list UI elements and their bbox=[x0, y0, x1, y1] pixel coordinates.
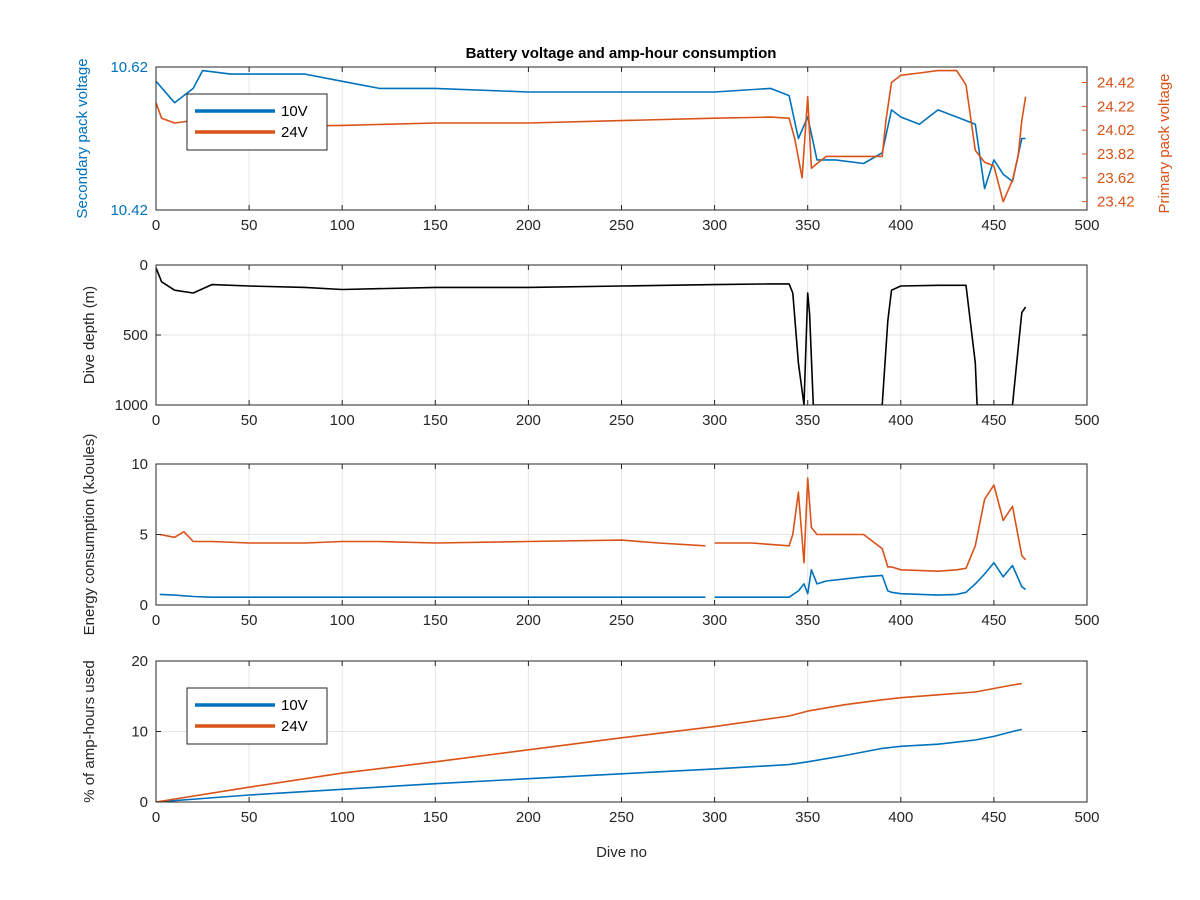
series-line-24v bbox=[156, 682, 1022, 802]
series-line-10v bbox=[156, 728, 1022, 802]
legend-label-10v: 10V bbox=[281, 103, 308, 120]
x-tick-label: 350 bbox=[795, 809, 820, 826]
x-tick-label: 350 bbox=[795, 412, 820, 429]
x-tick-label: 300 bbox=[702, 809, 727, 826]
y-tick-label: 20 bbox=[131, 653, 148, 670]
y-tick-label: 1000 bbox=[115, 397, 148, 414]
x-tick-label: 250 bbox=[609, 217, 634, 234]
x-tick-label: 250 bbox=[609, 809, 634, 826]
x-tick-label: 0 bbox=[152, 809, 160, 826]
legend-label-24v: 24V bbox=[281, 718, 308, 735]
series-line-depth bbox=[156, 267, 1027, 405]
x-tick-label: 500 bbox=[1074, 412, 1099, 429]
x-tick-label: 450 bbox=[981, 412, 1006, 429]
y-tick-label: 0 bbox=[140, 257, 148, 274]
legend-label-24v: 24V bbox=[281, 124, 308, 141]
x-tick-label: 200 bbox=[516, 412, 541, 429]
x-tick-label: 50 bbox=[241, 612, 258, 629]
x-tick-label: 0 bbox=[152, 217, 160, 234]
y-axis-label: Energy consumption (kJoules) bbox=[81, 434, 98, 636]
x-tick-label: 500 bbox=[1074, 809, 1099, 826]
x-tick-label: 300 bbox=[702, 217, 727, 234]
x-tick-label: 100 bbox=[330, 217, 355, 234]
x-axis-label: Dive no bbox=[596, 844, 647, 861]
y-tick-label: 0 bbox=[140, 597, 148, 614]
series-group bbox=[156, 682, 1022, 802]
x-tick-label: 50 bbox=[241, 412, 258, 429]
legend-box bbox=[186, 687, 328, 745]
x-tick-label: 100 bbox=[330, 809, 355, 826]
y-right-tick-label: 24.22 bbox=[1097, 98, 1135, 115]
x-tick-label: 250 bbox=[609, 412, 634, 429]
y-tick-label: 10 bbox=[131, 456, 148, 473]
x-tick-label: 400 bbox=[888, 809, 913, 826]
x-tick-label: 150 bbox=[423, 809, 448, 826]
y-axis-label: Secondary pack voltage bbox=[74, 58, 91, 218]
y-axis-label: Dive depth (m) bbox=[81, 286, 98, 384]
y-right-tick-label: 24.02 bbox=[1097, 122, 1135, 139]
x-tick-label: 350 bbox=[795, 217, 820, 234]
y-right-tick-label: 23.82 bbox=[1097, 146, 1135, 163]
chart-title: Battery voltage and amp-hour consumption bbox=[466, 45, 777, 62]
legend-box bbox=[186, 93, 328, 151]
x-tick-label: 300 bbox=[702, 612, 727, 629]
panel-1: 0 50 100 150 200 250 300 350 400 450 500 10.42 10.62… bbox=[74, 58, 1173, 234]
legend-label-10v: 10V bbox=[281, 697, 308, 714]
series-group bbox=[159, 477, 1027, 598]
x-tick-label: 200 bbox=[516, 612, 541, 629]
y-right-tick-label: 23.42 bbox=[1097, 194, 1135, 211]
x-tick-label: 250 bbox=[609, 612, 634, 629]
x-tick-label: 400 bbox=[888, 612, 913, 629]
x-tick-label: 450 bbox=[981, 217, 1006, 234]
x-tick-label: 450 bbox=[981, 809, 1006, 826]
x-tick-label: 50 bbox=[241, 809, 258, 826]
y-tick-label: 10.62 bbox=[110, 59, 148, 76]
series-group bbox=[156, 69, 1027, 203]
x-tick-label: 300 bbox=[702, 412, 727, 429]
x-tick-label: 150 bbox=[423, 412, 448, 429]
x-tick-label: 200 bbox=[516, 809, 541, 826]
x-tick-label: 350 bbox=[795, 612, 820, 629]
y-tick-label: 10 bbox=[131, 724, 148, 741]
y-tick-label: 5 bbox=[140, 527, 148, 544]
series-line-10v bbox=[156, 69, 1026, 190]
y-tick-label: 0 bbox=[140, 794, 148, 811]
series-line-24v bbox=[159, 477, 1027, 572]
x-tick-label: 500 bbox=[1074, 612, 1099, 629]
series-group bbox=[156, 267, 1027, 405]
y-tick-label: 10.42 bbox=[110, 202, 148, 219]
y-tick-label: 500 bbox=[123, 327, 148, 344]
x-tick-label: 150 bbox=[423, 612, 448, 629]
x-tick-label: 400 bbox=[888, 412, 913, 429]
x-tick-label: 0 bbox=[152, 412, 160, 429]
x-tick-label: 500 bbox=[1074, 217, 1099, 234]
y-right-tick-label: 24.42 bbox=[1097, 74, 1135, 91]
x-tick-label: 100 bbox=[330, 612, 355, 629]
x-tick-label: 150 bbox=[423, 217, 448, 234]
panel-2: 0 50 100 150 200 250 300 350 400 450 500 0 500 1000 Di… bbox=[81, 257, 1100, 429]
x-tick-label: 50 bbox=[241, 217, 258, 234]
x-tick-label: 450 bbox=[981, 612, 1006, 629]
x-tick-label: 100 bbox=[330, 412, 355, 429]
series-line-10v bbox=[159, 561, 1027, 598]
x-tick-label: 400 bbox=[888, 217, 913, 234]
panel-4: 0 50 100 150 200 250 300 350 400 450 500 0 10 20 % of … bbox=[81, 653, 1100, 861]
y-axis-label: % of amp-hours used bbox=[81, 660, 98, 803]
y-right-axis-label: Primary pack voltage bbox=[1156, 73, 1173, 213]
y-right-tick-label: 23.62 bbox=[1097, 170, 1135, 187]
x-tick-label: 200 bbox=[516, 217, 541, 234]
panel-3: 0 50 100 150 200 250 300 350 400 450 500 0 5 10 Energy… bbox=[81, 434, 1100, 636]
x-tick-label: 0 bbox=[152, 612, 160, 629]
series-line-24v bbox=[156, 69, 1027, 203]
